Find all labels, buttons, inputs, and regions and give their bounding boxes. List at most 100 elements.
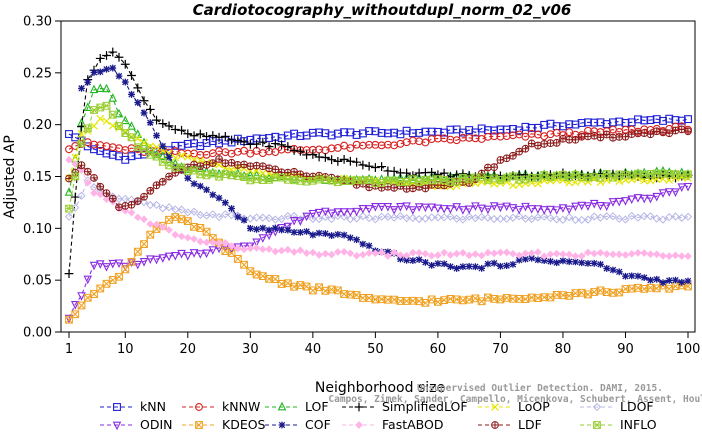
data-point: [345, 156, 355, 166]
data-point: [234, 213, 242, 221]
data-point: [496, 295, 505, 304]
data-point: [671, 188, 680, 198]
data-point: [240, 216, 248, 224]
data-point: [433, 213, 443, 222]
data-point: [490, 163, 499, 171]
data-point: [577, 201, 586, 211]
data-point: [328, 232, 336, 239]
data-point: [196, 250, 205, 259]
data-point: [164, 121, 174, 131]
data-point: [302, 212, 311, 222]
data-point: [127, 200, 136, 209]
data-point: [590, 249, 599, 258]
chart-title: Cardiotocography_withoutdupl_norm_02_v06: [193, 1, 572, 19]
data-point: [421, 258, 429, 266]
data-point: [302, 249, 311, 257]
data-point: [208, 131, 218, 140]
data-point: [508, 204, 518, 213]
data-point: [165, 215, 173, 224]
data-point: [96, 68, 104, 76]
data-point: [364, 161, 374, 171]
data-point: [597, 260, 604, 268]
data-point: [365, 213, 374, 223]
data-point: [208, 210, 217, 219]
legend-marker: [592, 402, 602, 412]
data-point: [571, 135, 580, 144]
data-point: [215, 194, 223, 202]
data-point: [446, 251, 455, 259]
data-point: [652, 127, 661, 136]
data-point: [108, 47, 118, 57]
data-point: [352, 214, 361, 223]
data-point: [377, 248, 386, 257]
data-point: [558, 204, 568, 213]
data-point: [240, 245, 248, 254]
data-point: [170, 125, 180, 134]
data-point: [621, 197, 630, 206]
data-point: [264, 214, 274, 223]
data-point: [240, 260, 248, 269]
data-point: [671, 126, 680, 135]
data-point: [128, 91, 135, 98]
data-point: [70, 192, 80, 202]
data-point: [564, 205, 574, 215]
data-point: [447, 263, 454, 271]
data-point: [652, 250, 661, 259]
data-point: [133, 143, 142, 152]
legend-item-simplifiedlof: SimplifiedLOF: [342, 399, 468, 414]
data-point: [333, 208, 343, 217]
data-point: [552, 215, 561, 224]
series-ldf: [65, 125, 692, 212]
data-point: [320, 153, 330, 162]
data-point: [403, 256, 411, 264]
data-point: [158, 177, 167, 186]
data-point: [559, 257, 567, 265]
data-point: [140, 215, 148, 224]
x-tick-label: 90: [617, 342, 634, 357]
data-point: [333, 211, 342, 221]
y-tick-label: 0.25: [23, 66, 52, 81]
data-point: [472, 263, 479, 271]
data-point: [508, 213, 518, 222]
data-point: [327, 155, 337, 165]
data-point: [596, 213, 605, 222]
legend-item-cof: COF: [265, 417, 331, 432]
data-point: [258, 137, 268, 147]
data-point: [402, 202, 411, 212]
data-point: [415, 297, 424, 306]
data-point: [321, 175, 330, 184]
data-point: [389, 206, 399, 215]
data-point: [665, 284, 674, 293]
data-point: [477, 204, 486, 214]
data-point: [565, 213, 574, 222]
data-point: [609, 173, 617, 182]
data-point: [672, 276, 679, 284]
series-line: [68, 51, 689, 274]
data-point: [183, 252, 193, 261]
data-point: [627, 171, 636, 180]
data-point: [315, 229, 323, 237]
x-tick-label: 60: [430, 342, 447, 357]
data-point: [164, 252, 174, 262]
data-point: [427, 171, 436, 180]
data-point: [483, 205, 493, 215]
data-point: [415, 249, 423, 257]
legend-marker: [491, 421, 499, 429]
data-point: [315, 251, 323, 259]
data-point: [465, 251, 473, 260]
data-point: [158, 119, 168, 129]
data-point: [515, 212, 524, 221]
series-line: [68, 105, 689, 209]
data-point: [546, 293, 555, 302]
data-point: [665, 252, 674, 260]
data-point: [590, 288, 599, 296]
legend-marker: [277, 401, 287, 411]
data-point: [152, 115, 161, 125]
data-point: [408, 184, 417, 193]
data-point: [609, 266, 617, 274]
legend-label: LOF: [305, 399, 329, 414]
data-point: [77, 161, 86, 170]
legend-item-knnw: kNNW: [182, 399, 260, 414]
data-point: [252, 270, 261, 279]
data-point: [77, 129, 86, 138]
